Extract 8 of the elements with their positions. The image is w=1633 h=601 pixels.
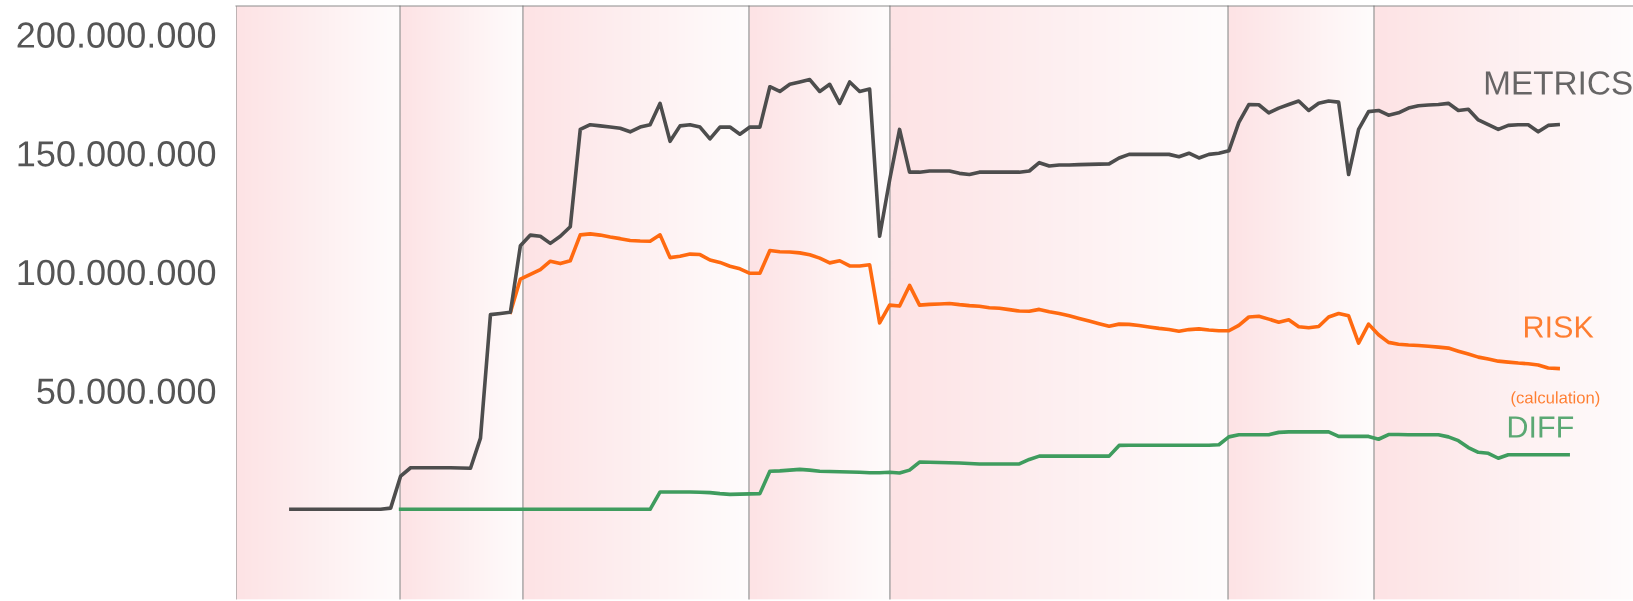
series-label: DIFF (1508, 416, 1574, 438)
y-tick-label: 50.000.000 (37, 378, 216, 405)
annotation: (calculation) (1511, 391, 1600, 407)
series-label: RISK (1525, 316, 1594, 338)
y-tick-label: 150.000.000 (18, 141, 216, 167)
series-label: METRICS (1485, 71, 1632, 95)
y-tick-label: 100.000.000 (18, 259, 216, 286)
y-tick-label: 200.000.000 (17, 22, 216, 48)
